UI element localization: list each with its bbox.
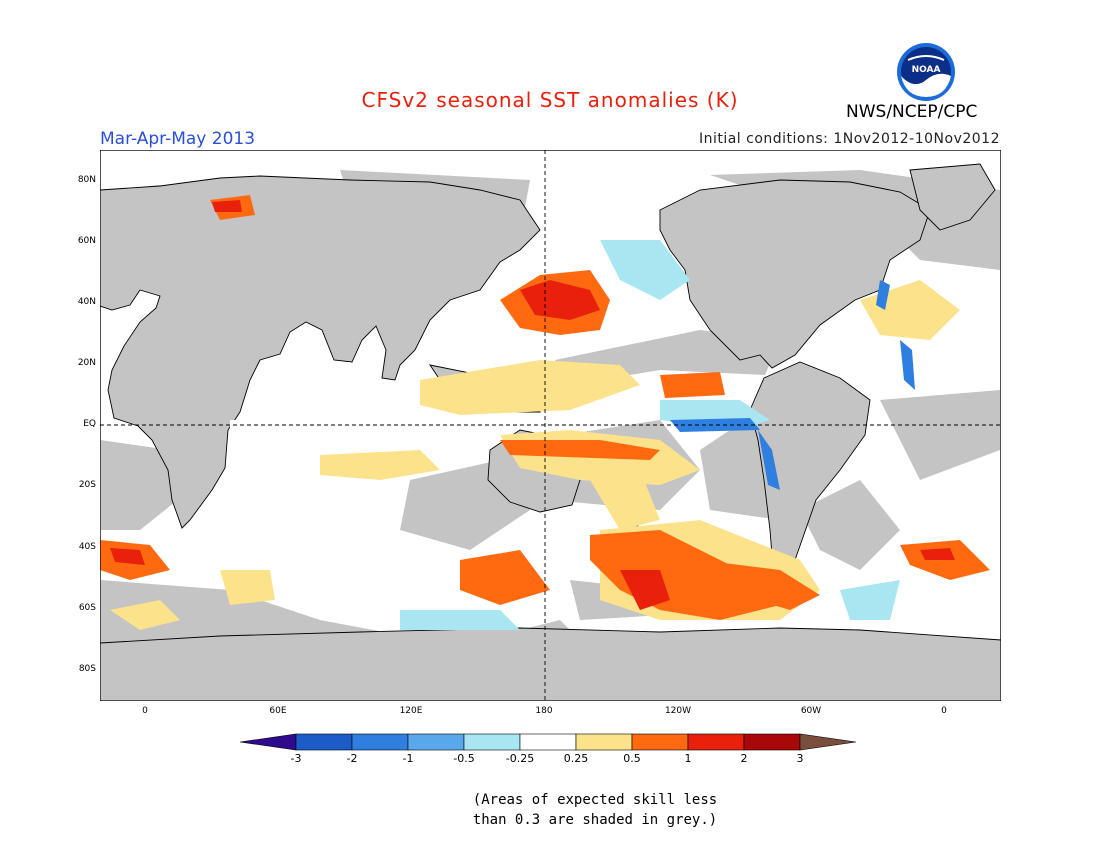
colorbar-tick-label: -1 bbox=[402, 752, 414, 765]
colorbar-tick-label: 3 bbox=[796, 752, 804, 765]
lat-label: 40N bbox=[77, 297, 96, 307]
skill-note-line1: (Areas of expected skill less bbox=[472, 792, 718, 808]
lat-label: 80S bbox=[78, 664, 96, 674]
lon-label: 120W bbox=[664, 706, 692, 716]
colorbar-tick-label: 0.25 bbox=[563, 752, 589, 765]
colorbar-tick-label: -2 bbox=[346, 752, 358, 765]
colorbar-box bbox=[687, 733, 745, 751]
anomaly-1-2 bbox=[110, 200, 955, 610]
land-antarctica bbox=[100, 627, 1001, 701]
lat-label: 40S bbox=[78, 542, 96, 552]
lon-label: 180 bbox=[535, 706, 553, 716]
colorbar-max-arrow bbox=[799, 733, 857, 751]
lat-label: EQ bbox=[83, 419, 96, 429]
colorbar-box bbox=[631, 733, 689, 751]
colorbar-tick-label: 1 bbox=[684, 752, 692, 765]
colorbar-box bbox=[519, 733, 577, 751]
lat-label: 20N bbox=[77, 358, 96, 368]
lon-label: 120E bbox=[399, 706, 423, 716]
map-title: CFSv2 seasonal SST anomalies (K) bbox=[361, 88, 739, 112]
lon-label: 0 bbox=[142, 706, 148, 716]
colorbar-tick-label: -0.25 bbox=[505, 752, 535, 765]
noaa-logo: NOAA bbox=[897, 43, 955, 101]
sst-anomaly-map bbox=[100, 150, 1001, 701]
lon-label: 60E bbox=[269, 706, 287, 716]
lon-label: 60W bbox=[800, 706, 822, 716]
colorbar-box bbox=[743, 733, 801, 751]
lat-label: 60N bbox=[77, 236, 96, 246]
lat-label: 60S bbox=[78, 603, 96, 613]
colorbar bbox=[240, 733, 857, 751]
colorbar-box bbox=[295, 733, 353, 751]
colorbar-box bbox=[351, 733, 409, 751]
anomaly-minus-0.5-1 bbox=[670, 280, 915, 490]
land-eurasia-africa bbox=[100, 175, 541, 529]
lat-label: 20S bbox=[78, 480, 96, 490]
land-masses bbox=[100, 163, 1001, 701]
org-label: NWS/NCEP/CPC bbox=[846, 102, 978, 122]
colorbar-tick-label: 0.5 bbox=[623, 752, 641, 765]
land-greenland bbox=[909, 163, 996, 231]
colorbar-tick-label: -0.5 bbox=[453, 752, 475, 765]
colorbar-box bbox=[575, 733, 633, 751]
colorbar-min-arrow bbox=[240, 733, 297, 751]
lon-label: 0 bbox=[941, 706, 947, 716]
lat-label: 80N bbox=[77, 175, 96, 185]
colorbar-tick-label: -3 bbox=[290, 752, 302, 765]
colorbar-box bbox=[407, 733, 465, 751]
colorbar-box bbox=[463, 733, 521, 751]
colorbar-tick-label: 2 bbox=[740, 752, 748, 765]
skill-note-line2: than 0.3 are shaded in grey.) bbox=[472, 812, 718, 828]
initial-conditions: Initial conditions: 1Nov2012-10Nov2012 bbox=[698, 131, 1000, 147]
logo-text: NOAA bbox=[912, 65, 941, 75]
season-label: Mar-Apr-May 2013 bbox=[100, 129, 256, 149]
